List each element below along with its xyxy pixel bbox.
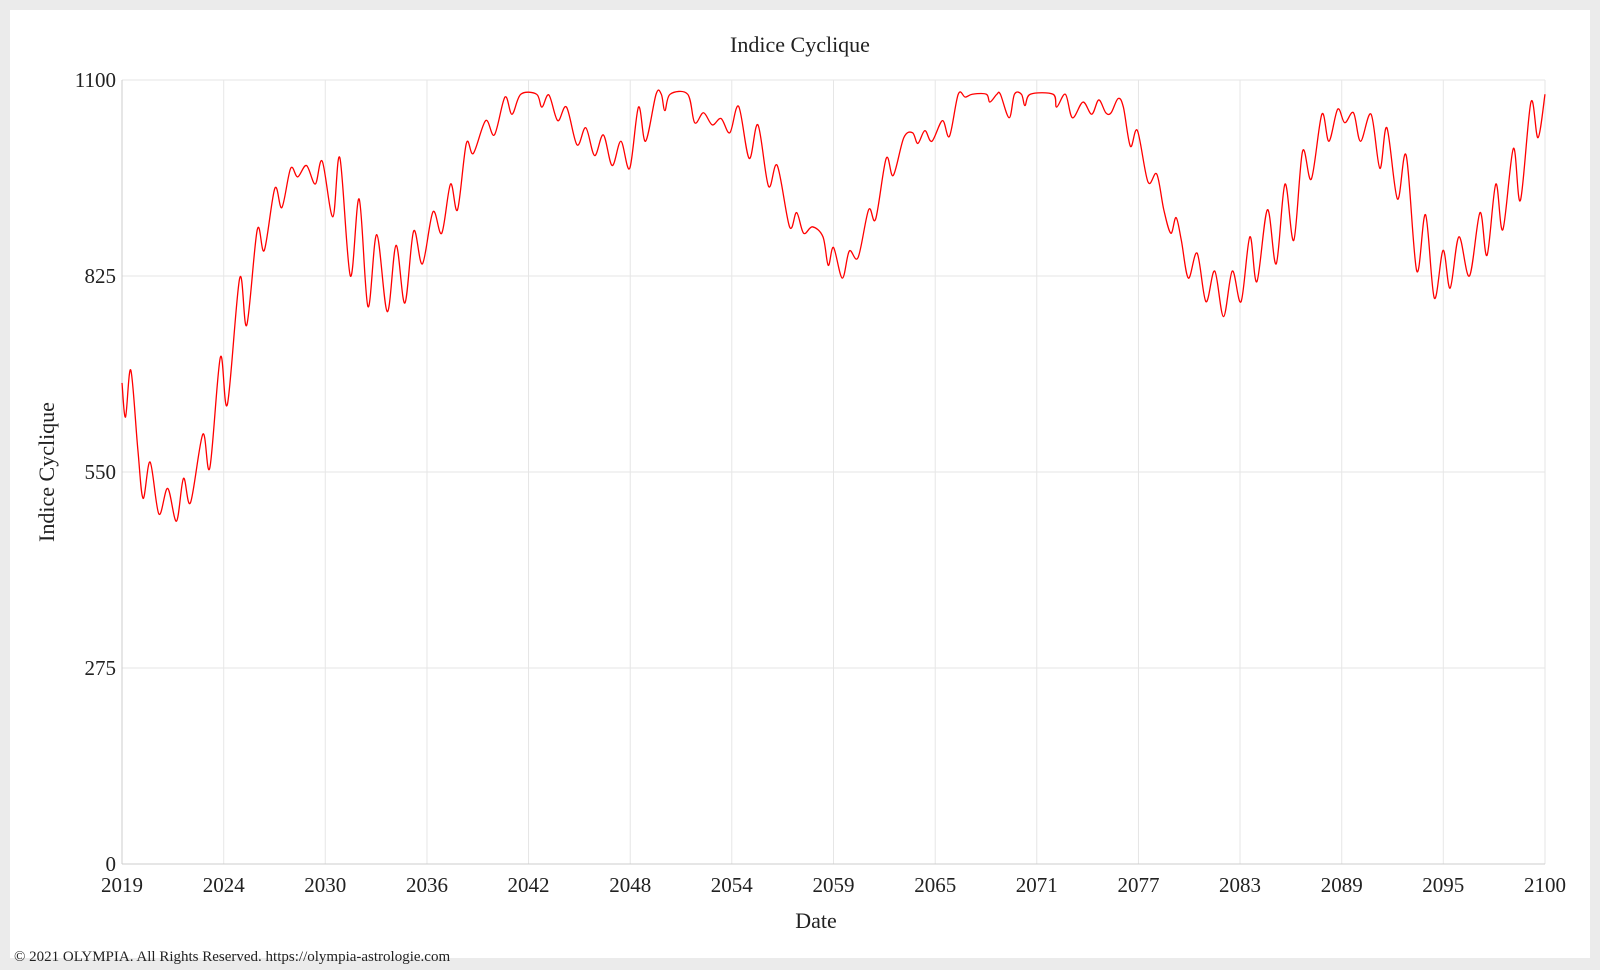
x-tick-label: 2036 [406, 873, 448, 897]
line [121, 89, 1546, 522]
x-tick-label: 2065 [914, 873, 956, 897]
x-tick-label: 2083 [1219, 873, 1261, 897]
y-tick-label: 0 [106, 852, 117, 876]
x-tick-label: 2089 [1321, 873, 1363, 897]
chart-title: Indice Cyclique [730, 32, 870, 57]
y-tick-label: 550 [85, 460, 117, 484]
footer: © 2021 OLYMPIA. All Rights Reserved. htt… [14, 949, 450, 965]
y-axis-label: Indice Cyclique [34, 402, 59, 542]
x-tick-label: 2100 [1524, 873, 1566, 897]
x-tick-label: 2054 [711, 873, 754, 897]
x-tick-label: 2048 [609, 873, 651, 897]
x-tick-label: 2019 [101, 873, 143, 897]
y-tick-label: 1100 [75, 68, 116, 92]
x-tick-label: 2095 [1422, 873, 1464, 897]
x-axis-label: Date [795, 908, 837, 933]
x-tick-label: 2024 [203, 873, 246, 897]
x-tick-label: 2071 [1016, 873, 1058, 897]
y-tick-label: 275 [85, 656, 117, 680]
card [10, 10, 1590, 958]
x-tick-label: 2077 [1117, 873, 1159, 897]
y-tick-label: 825 [85, 264, 117, 288]
x-tick-label: 2030 [304, 873, 346, 897]
x-tick-label: 2059 [813, 873, 855, 897]
x-tick-label: 2042 [508, 873, 550, 897]
